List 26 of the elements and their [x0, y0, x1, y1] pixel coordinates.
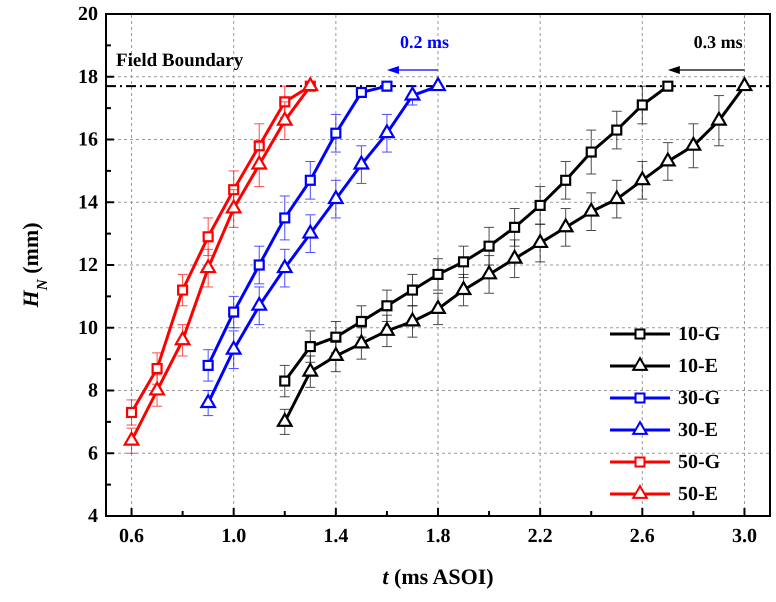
- y-tick-label: 12: [78, 254, 98, 276]
- text: 3.0: [732, 525, 757, 547]
- y-tick-label: 16: [78, 128, 98, 150]
- x-tick-label: 2.6: [630, 525, 655, 547]
- y-tick-label: 14: [78, 191, 98, 214]
- legend-label: 30-E: [678, 419, 718, 441]
- y-tick-label: 18: [78, 66, 98, 88]
- y-tick-label: 10: [78, 316, 98, 339]
- legend-label: 30-G: [678, 387, 721, 409]
- x-tick-label: 0.6: [119, 525, 144, 547]
- y-tick-label: 20: [78, 3, 98, 25]
- x-tick-label: 1.8: [426, 525, 450, 547]
- x-tick-label: 1.4: [323, 525, 348, 547]
- legend-label: 50-E: [678, 483, 718, 505]
- annotation: 0.3 ms: [694, 32, 743, 52]
- y-tick-label: 4: [88, 505, 98, 527]
- ref-line-label: Field Boundary: [116, 50, 244, 72]
- annotation: 0.2 ms: [400, 32, 449, 52]
- legend-label: 10-G: [678, 323, 721, 345]
- x-tick-label: 2.2: [528, 525, 553, 547]
- y-tick-label: 8: [88, 380, 98, 402]
- legend-label: 50-G: [678, 451, 721, 473]
- y-tick-label: 6: [88, 442, 98, 464]
- x-axis-title: t (ms ASOI): [382, 564, 494, 589]
- legend-label: 10-E: [678, 355, 718, 377]
- text: 1.0: [221, 525, 246, 547]
